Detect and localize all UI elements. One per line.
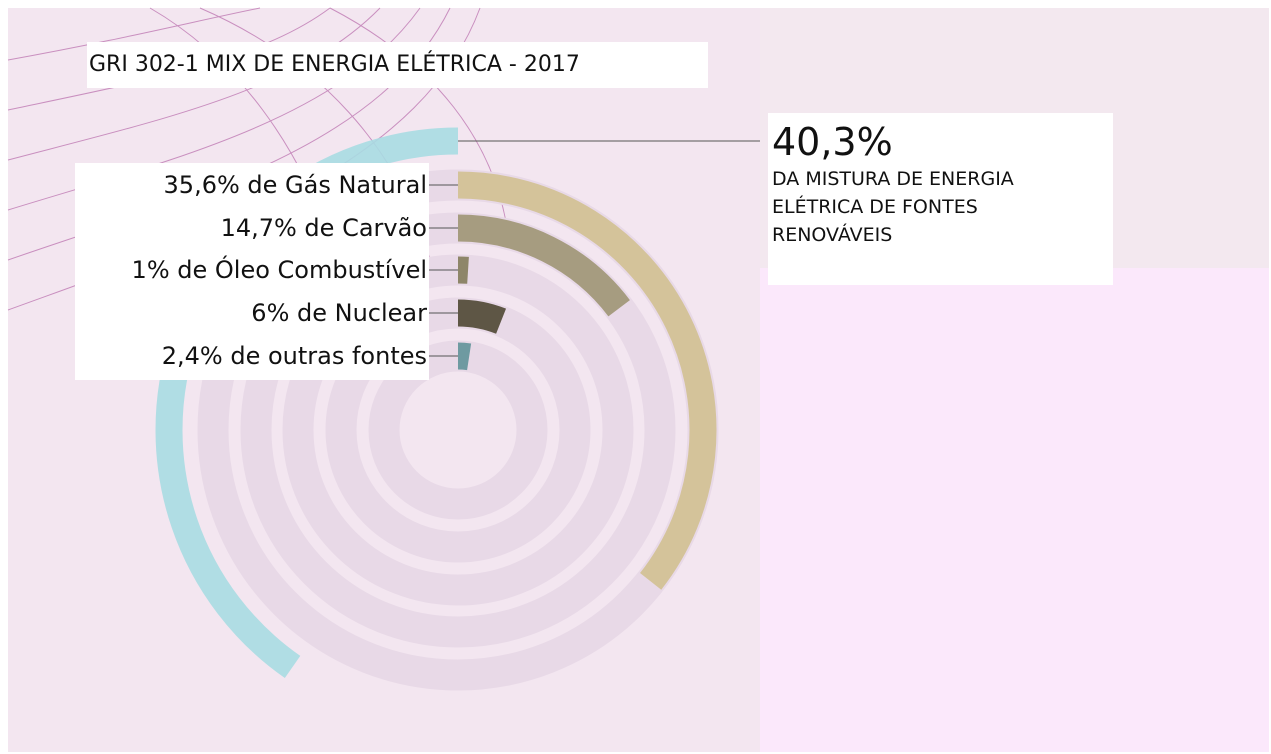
bar-arc [458,356,469,357]
category-label: 14,7% de Carvão [221,211,427,245]
category-label: 1% de Óleo Combustível [132,253,427,287]
label-box: 35,6% de Gás Natural 14,7% de Carvão 1% de… [75,163,429,380]
chart-title: GRI 302-1 MIX DE ENERGIA ELÉTRICA - 2017 [87,42,708,88]
page: GRI 302-1 MIX DE ENERGIA ELÉTRICA - 2017… [0,0,1271,754]
category-label: 6% de Nuclear [251,296,427,330]
highlight-value: 40,3% [772,119,1109,165]
category-label: 35,6% de Gás Natural [164,168,427,202]
highlight-caption: DA MISTURA DE ENERGIA ELÉTRICA DE FONTES… [772,165,1092,249]
category-label: 2,4% de outras fontes [162,339,427,373]
bar-arc [458,313,501,321]
panel-background [760,268,1269,752]
highlight-box: 40,3% DA MISTURA DE ENERGIA ELÉTRICA DE … [768,113,1113,285]
